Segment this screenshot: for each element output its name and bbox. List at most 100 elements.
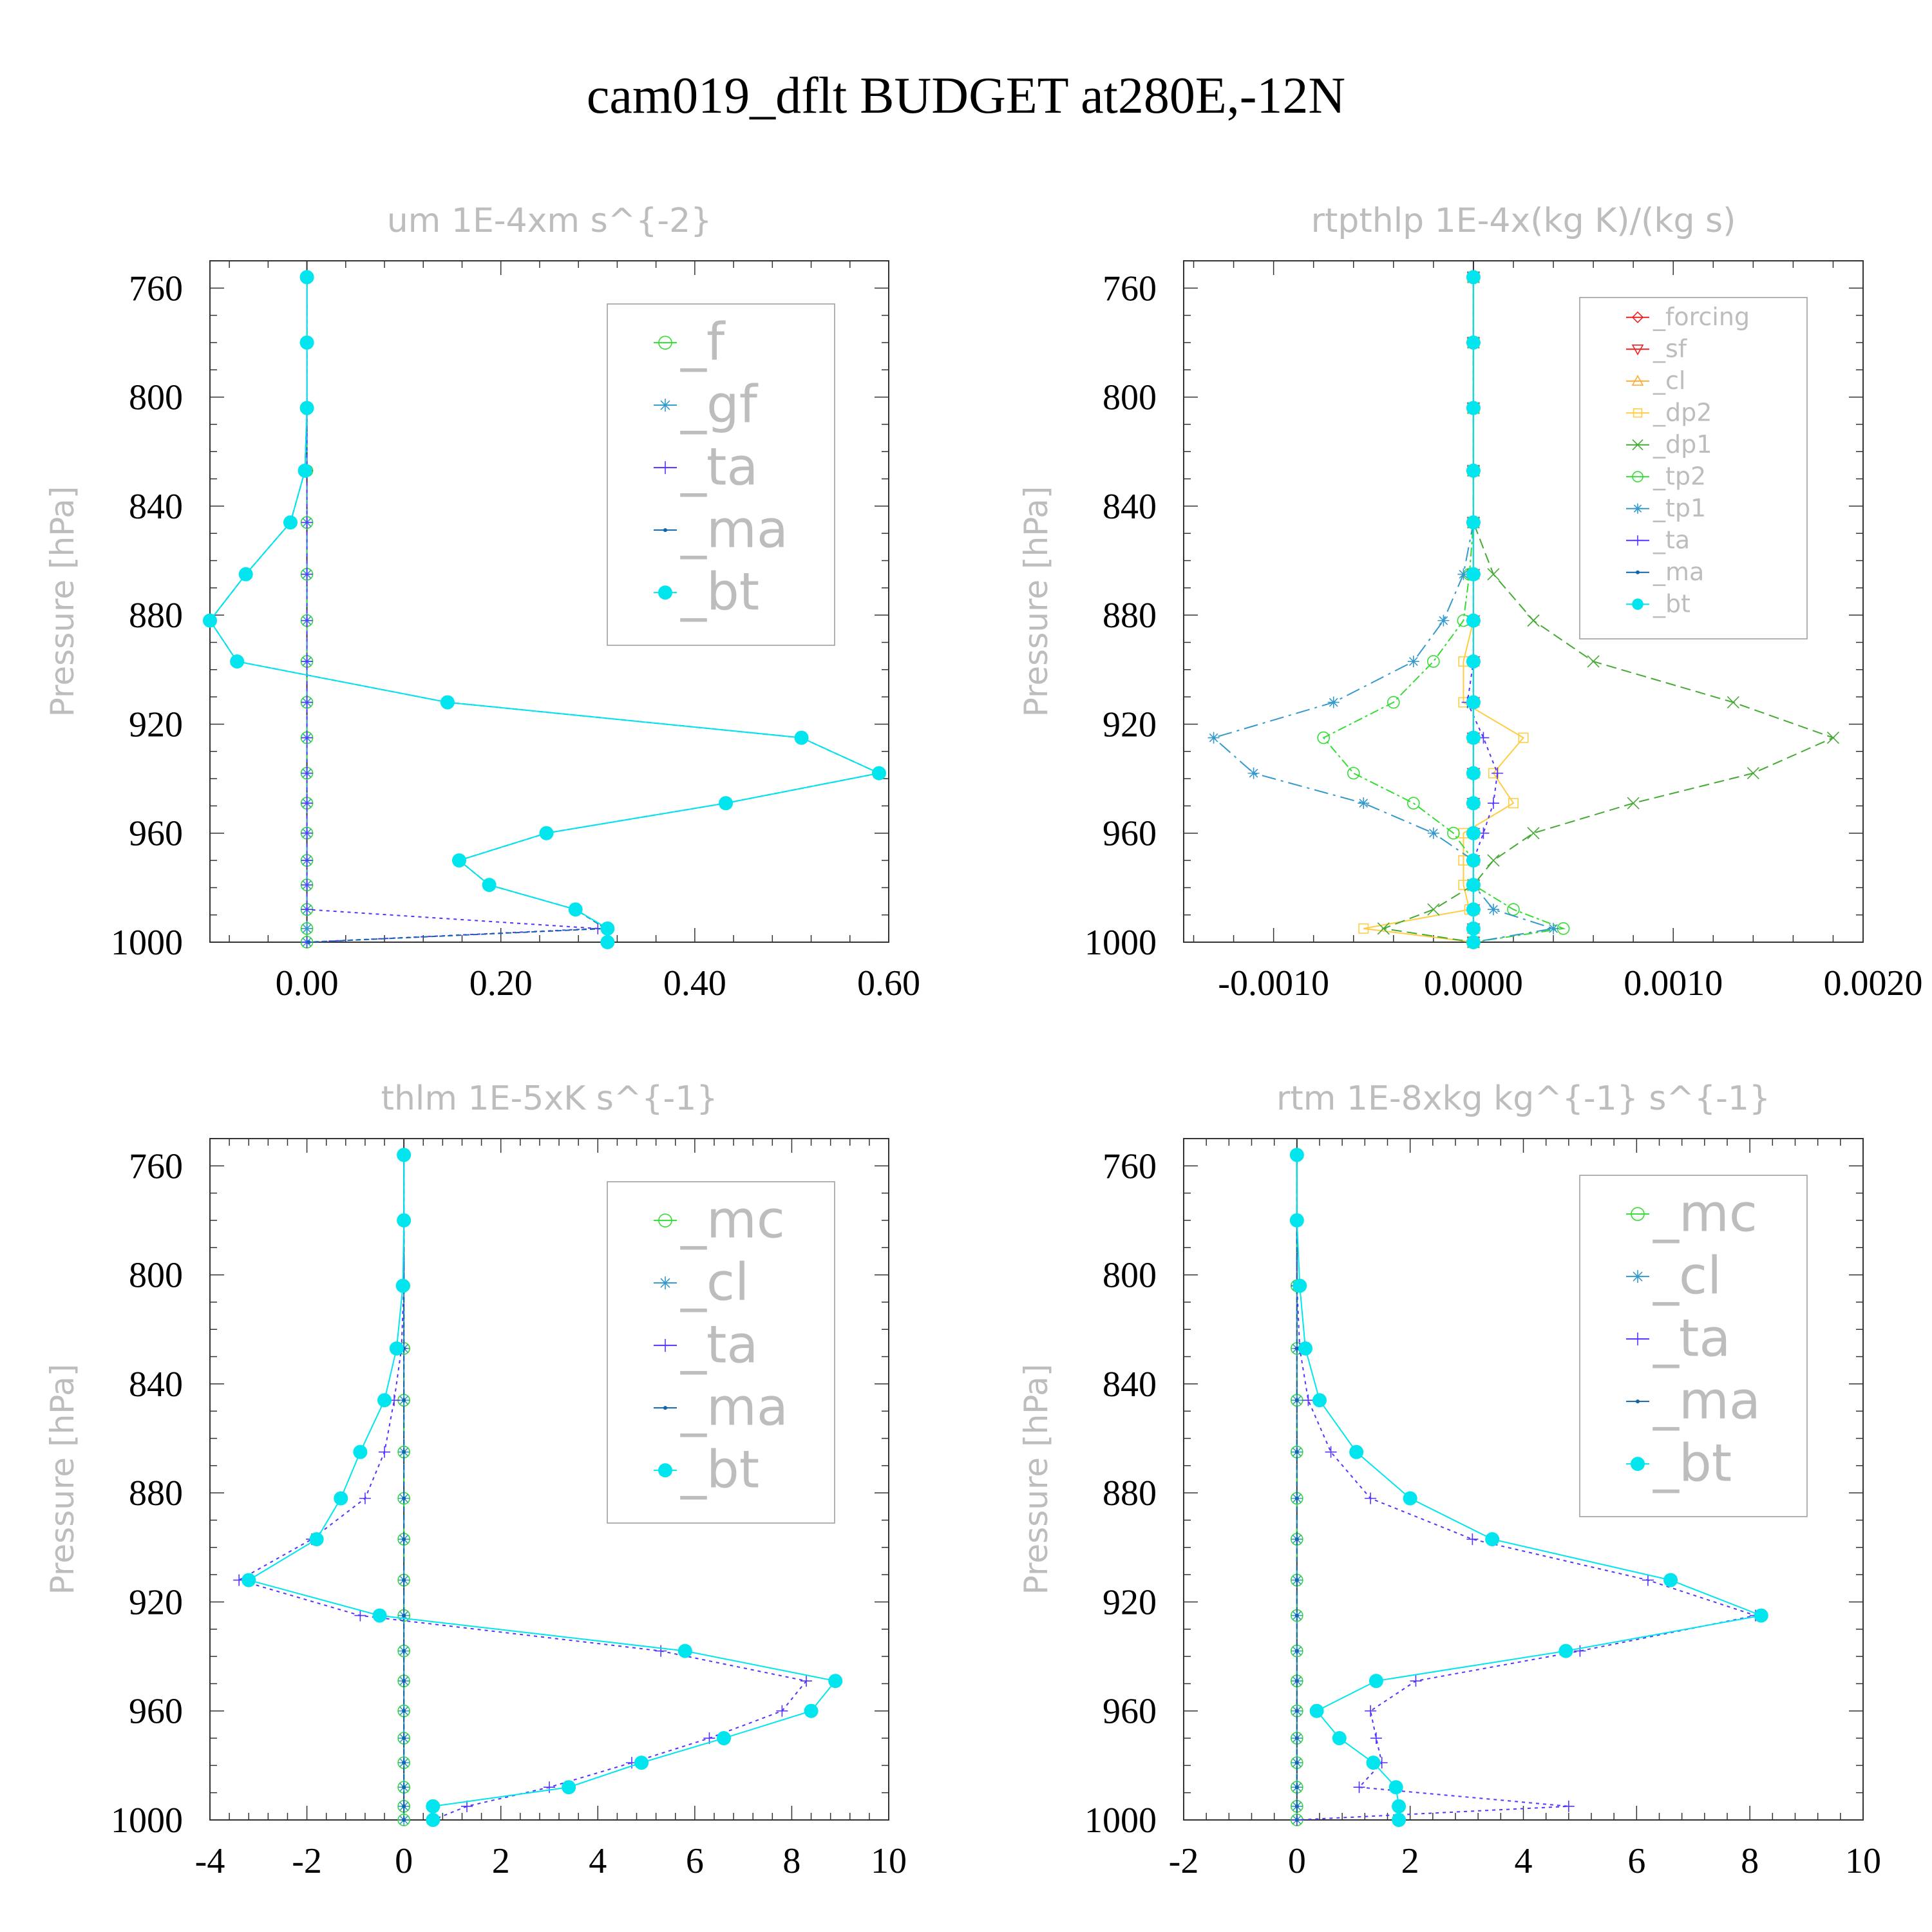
legend-label: _dp1 xyxy=(1653,430,1712,459)
x-tick-label: -2 xyxy=(292,1841,322,1881)
legend-box xyxy=(1579,297,1808,639)
data-point xyxy=(1294,1761,1299,1765)
data-point xyxy=(1466,270,1481,285)
data-point xyxy=(242,1573,256,1587)
x-tick-label: 6 xyxy=(686,1841,704,1881)
legend-marker xyxy=(1636,570,1640,574)
data-point xyxy=(301,922,313,934)
data-point xyxy=(1377,922,1390,935)
data-point xyxy=(1332,1731,1347,1746)
data-point xyxy=(1527,827,1540,840)
legend-marker xyxy=(658,1213,672,1227)
data-point xyxy=(1392,1799,1406,1814)
series-line xyxy=(1363,277,1525,943)
data-point xyxy=(1427,655,1440,668)
y-tick-label: 880 xyxy=(129,596,183,636)
data-point xyxy=(402,1785,406,1790)
plot-frame xyxy=(1183,260,1864,943)
y-tick-label: 760 xyxy=(129,1146,183,1186)
data-point xyxy=(301,732,313,744)
data-point xyxy=(655,1645,667,1657)
y-tick-label: 880 xyxy=(1103,596,1157,636)
data-point xyxy=(1298,1341,1313,1356)
series-line xyxy=(306,277,598,943)
data-point xyxy=(377,1393,392,1408)
data-point xyxy=(1247,767,1260,779)
data-point xyxy=(1466,567,1481,582)
x-tick-label: -2 xyxy=(1169,1841,1199,1881)
panel-4: rtm 1E-8xkg kg^{-1} s^{-1} Pressure [hPa]… xyxy=(1018,1079,1881,1881)
plot-frame xyxy=(209,1138,889,1821)
data-point xyxy=(1294,1679,1299,1683)
data-point xyxy=(1294,1496,1299,1501)
y-tick-label: 880 xyxy=(1103,1473,1157,1513)
x-tick-label: 0 xyxy=(1288,1841,1306,1881)
data-point xyxy=(600,935,615,949)
series-bt xyxy=(1289,1148,1768,1827)
panel-title: rtpthlp 1E-4x(kg K)/(kg s) xyxy=(1311,202,1736,240)
panel-title: rtm 1E-8xkg kg^{-1} s^{-1} xyxy=(1276,1079,1770,1118)
data-point xyxy=(871,766,886,781)
data-point xyxy=(719,796,734,811)
data-point xyxy=(1407,656,1419,668)
data-point xyxy=(402,1818,406,1822)
data-point xyxy=(426,1813,440,1827)
data-point xyxy=(203,613,217,628)
data-point xyxy=(1627,797,1640,810)
panel-title: thlm 1E-5xK s^{-1} xyxy=(381,1079,718,1118)
data-point xyxy=(1466,853,1481,868)
data-point xyxy=(482,878,497,893)
y-tick-label: 920 xyxy=(129,1582,183,1622)
y-tick-label: 1000 xyxy=(111,923,183,963)
data-point xyxy=(1427,903,1440,916)
legend-label: _bt xyxy=(680,562,759,622)
legend-label: _bt xyxy=(1653,1434,1732,1493)
legend-marker xyxy=(1631,1332,1644,1346)
legend-label: _cl xyxy=(1653,1246,1721,1306)
data-point xyxy=(426,1799,440,1814)
data-point xyxy=(1294,1736,1299,1741)
legend-marker xyxy=(659,1339,672,1352)
series-line xyxy=(1322,277,1566,943)
data-point xyxy=(1294,1785,1299,1790)
data-point xyxy=(1466,695,1481,710)
panel-3: thlm 1E-5xK s^{-1}Pressure [hPa]76080084… xyxy=(44,1079,907,1881)
legend-label: _forcing xyxy=(1653,303,1750,331)
data-point xyxy=(1466,730,1481,745)
data-point xyxy=(301,696,313,708)
data-point xyxy=(1487,904,1499,916)
data-point xyxy=(301,767,313,779)
data-point xyxy=(372,1608,387,1623)
data-point xyxy=(804,1703,819,1718)
data-point xyxy=(1302,1394,1314,1406)
legend-marker xyxy=(1631,375,1644,386)
data-point xyxy=(1466,401,1481,415)
data-point xyxy=(600,921,615,936)
data-point xyxy=(634,1756,649,1770)
data-point xyxy=(1325,1446,1337,1458)
data-point xyxy=(562,1780,576,1795)
data-point xyxy=(717,1731,732,1746)
x-tick-label: 0.00 xyxy=(276,963,339,1003)
legend-label: _ta xyxy=(1653,526,1690,554)
legend-marker xyxy=(659,399,672,412)
x-tick-label: 0.0000 xyxy=(1424,963,1523,1003)
data-point xyxy=(1466,935,1481,949)
data-point xyxy=(1466,335,1481,350)
data-point xyxy=(1642,1574,1654,1586)
series-dp2 xyxy=(1358,272,1529,948)
y-tick-label: 840 xyxy=(129,487,183,527)
data-point xyxy=(1403,1491,1417,1506)
data-point xyxy=(402,1398,406,1403)
data-point xyxy=(1388,1780,1403,1795)
data-point xyxy=(1466,826,1481,840)
data-point xyxy=(1587,655,1600,668)
y-tick-label: 800 xyxy=(1103,1256,1157,1296)
series-ta xyxy=(1461,271,1504,948)
data-point xyxy=(776,1705,788,1717)
legend-label: _ma xyxy=(680,1378,788,1437)
data-point xyxy=(1747,767,1759,780)
series-bt xyxy=(1466,270,1481,949)
x-tick-label: -4 xyxy=(195,1841,225,1881)
x-tick-label: 0.20 xyxy=(469,963,533,1003)
